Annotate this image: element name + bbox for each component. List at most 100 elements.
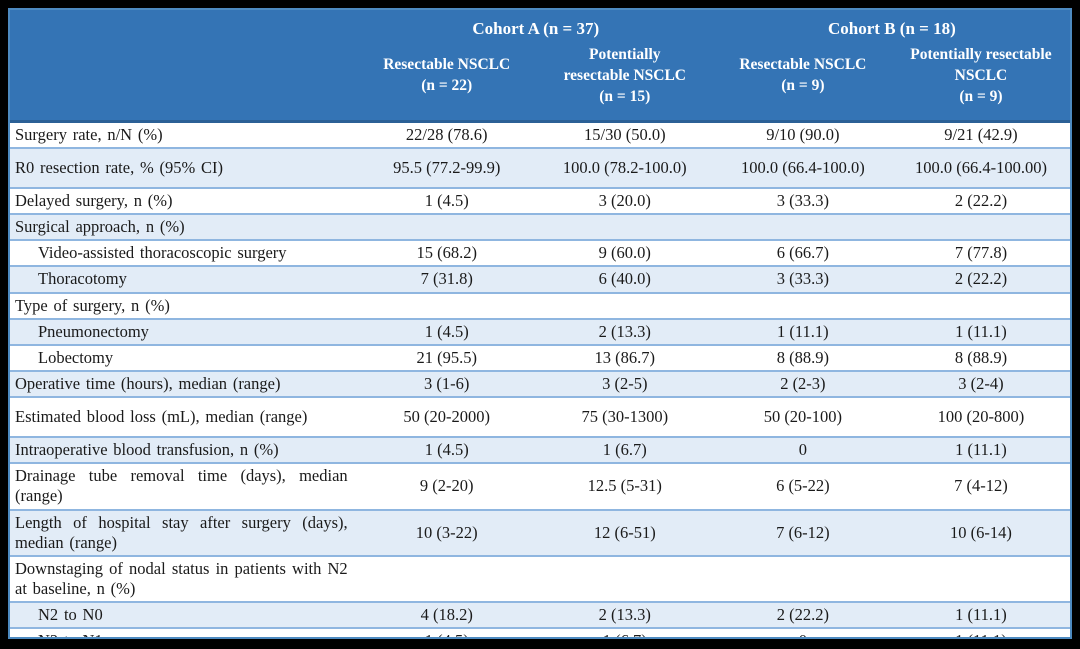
value-cell: 1 (6.7) bbox=[536, 628, 714, 637]
value-cell: 1 (4.5) bbox=[424, 321, 469, 341]
value-cell: 1 (6.7) bbox=[602, 440, 647, 460]
value-cell: 3 (20.0) bbox=[598, 191, 651, 211]
row-label: Thoracotomy bbox=[38, 269, 127, 289]
value-cell: 2 (2-3) bbox=[780, 373, 826, 393]
value-cell bbox=[536, 214, 714, 240]
subcol-header-resectable-a: Resectable NSCLC (n = 22) bbox=[357, 43, 536, 122]
table-row: Surgery rate, n/N (%) 22/28 (78.6) 15/30 (… bbox=[10, 121, 1070, 148]
value-cell: 6 (5-22) bbox=[776, 476, 830, 496]
value-cell: 7 (4-12) bbox=[954, 476, 1008, 496]
value-cell: 2 (22.2) bbox=[776, 605, 829, 625]
row-label: N2 to N1 bbox=[10, 628, 358, 637]
value-cell: 100 (20-800) bbox=[937, 407, 1025, 427]
value-cell: 2 (22.2) bbox=[954, 191, 1008, 211]
row-label: Surgical approach, n (%) bbox=[15, 217, 185, 237]
value-cell: 1 (11.1) bbox=[777, 321, 829, 341]
section-row: Type of surgery, n (%) bbox=[10, 292, 1070, 319]
empty-corner-cell bbox=[10, 10, 358, 122]
row-label: R0 resection rate, % (95% CI) bbox=[15, 157, 224, 177]
value-cell: 8 (88.9) bbox=[954, 347, 1008, 367]
value-cell: 1 (4.5) bbox=[358, 628, 536, 637]
table-row: Length of hospital stay after surgery (d… bbox=[10, 509, 1070, 556]
table-row: Intraoperative blood transfusion, n (%) 1… bbox=[10, 437, 1070, 464]
row-label: Delayed surgery, n (%) bbox=[15, 191, 173, 211]
value-cell bbox=[714, 293, 892, 319]
section-row: Surgical approach, n (%) bbox=[10, 214, 1070, 241]
value-cell: 7 (6-12) bbox=[776, 522, 830, 542]
value-cell bbox=[892, 293, 1070, 319]
value-cell: 100.0 (66.4-100.00) bbox=[914, 157, 1047, 177]
row-label: Estimated blood loss (mL), median (range… bbox=[15, 407, 308, 427]
row-label: Surgery rate, n/N (%) bbox=[15, 124, 163, 144]
value-cell: 15 (68.2) bbox=[416, 243, 477, 263]
value-cell bbox=[358, 214, 536, 240]
value-cell: 21 (95.5) bbox=[416, 347, 477, 367]
value-cell bbox=[536, 293, 714, 319]
value-cell: 3 (33.3) bbox=[776, 191, 829, 211]
table-row: Drainage tube removal time (days), media… bbox=[10, 463, 1070, 509]
value-cell: 22/28 (78.6) bbox=[405, 124, 488, 144]
value-cell bbox=[714, 214, 892, 240]
value-cell: 1 (4.5) bbox=[424, 440, 469, 460]
value-cell bbox=[536, 556, 714, 602]
value-cell: 6 (66.7) bbox=[776, 243, 829, 263]
value-cell: 50 (20-100) bbox=[763, 407, 843, 427]
value-cell: 12 (6-51) bbox=[593, 522, 656, 542]
value-cell: 50 (20-2000) bbox=[403, 407, 491, 427]
cohort-header-row: Cohort A (n = 37) Cohort B (n = 18) bbox=[10, 10, 1070, 122]
cohort-a-header: Cohort A (n = 37) bbox=[357, 10, 714, 43]
value-cell bbox=[714, 556, 892, 602]
value-cell: 9 (2-20) bbox=[419, 476, 474, 496]
value-cell: 0 bbox=[798, 440, 807, 460]
table-header: Cohort A (n = 37) Cohort B (n = 18) Rese… bbox=[10, 10, 1070, 122]
value-cell bbox=[892, 214, 1070, 240]
row-label: Type of surgery, n (%) bbox=[15, 295, 170, 315]
table-row: Thoracotomy 7 (31.8) 6 (40.0) 3 (33.3) 2 (22… bbox=[10, 266, 1070, 293]
value-cell: 1 (11.1) bbox=[955, 605, 1007, 625]
table-row: R0 resection rate, % (95% CI) 95.5 (77.2-… bbox=[10, 147, 1070, 189]
table-row: Lobectomy 21 (95.5) 13 (86.7) 8 (88.9) 8 (88… bbox=[10, 344, 1070, 371]
value-cell: 1 (11.1) bbox=[892, 628, 1070, 637]
surgery-outcomes-table: Cohort A (n = 37) Cohort B (n = 18) Rese… bbox=[10, 10, 1070, 637]
value-cell: 12.5 (5-31) bbox=[587, 476, 662, 496]
row-label: N2 to N0 bbox=[38, 605, 103, 625]
subcol-header-resectable-b: Resectable NSCLC (n = 9) bbox=[713, 43, 892, 122]
subgroup-header-row: Resectable NSCLC (n = 22) Potentially re… bbox=[10, 43, 1070, 122]
value-cell: 3 (2-4) bbox=[958, 373, 1004, 393]
value-cell: 8 (88.9) bbox=[776, 347, 829, 367]
table-row: Delayed surgery, n (%) 1 (4.5) 3 (20.0) 3 (… bbox=[10, 188, 1070, 214]
value-cell bbox=[358, 293, 536, 319]
value-cell: 9/21 (42.9) bbox=[944, 124, 1018, 144]
table-body: Surgery rate, n/N (%) 22/28 (78.6) 15/30 (… bbox=[10, 121, 1070, 637]
value-cell: 3 (1-6) bbox=[424, 373, 470, 393]
cohort-b-header: Cohort B (n = 18) bbox=[713, 10, 1070, 43]
value-cell: 9 (60.0) bbox=[598, 243, 651, 263]
value-cell bbox=[892, 556, 1070, 602]
value-cell: 95.5 (77.2-99.9) bbox=[393, 157, 501, 177]
value-cell: 100.0 (66.4-100.0) bbox=[741, 157, 865, 177]
row-label: Operative time (hours), median (range) bbox=[15, 373, 281, 393]
table-row: N2 to N0 4 (18.2) 2 (13.3) 2 (22.2) 1 (11.1) bbox=[10, 602, 1070, 629]
subcol-header-potentially-resectable-a: Potentially resectable NSCLC (n = 15) bbox=[535, 43, 714, 122]
value-cell: 15/30 (50.0) bbox=[584, 124, 666, 144]
row-label: Intraoperative blood transfusion, n (%) bbox=[15, 440, 279, 460]
value-cell: 1 (11.1) bbox=[955, 440, 1007, 460]
surgery-outcomes-table-frame: Cohort A (n = 37) Cohort B (n = 18) Rese… bbox=[8, 8, 1072, 639]
row-label: Length of hospital stay after surgery (d… bbox=[15, 512, 348, 552]
value-cell: 75 (30-1300) bbox=[581, 407, 669, 427]
table-row: Operative time (hours), median (range) 3 … bbox=[10, 370, 1070, 398]
value-cell: 10 (3-22) bbox=[415, 522, 478, 542]
subcol-header-potentially-resectable-b: Potentially resectable NSCLC (n = 9) bbox=[891, 43, 1070, 122]
value-cell: 2 (13.3) bbox=[598, 605, 651, 625]
row-label: Video-assisted thoracoscopic surgery bbox=[38, 243, 287, 263]
value-cell bbox=[358, 556, 536, 602]
value-cell: 100.0 (78.2-100.0) bbox=[562, 157, 687, 177]
value-cell: 3 (2-5) bbox=[602, 373, 648, 393]
value-cell: 2 (13.3) bbox=[598, 321, 651, 341]
table-row: N2 to N11 (4.5)1 (6.7)01 (11.1) bbox=[10, 628, 1070, 637]
value-cell: 7 (31.8) bbox=[420, 269, 473, 289]
row-label: Drainage tube removal time (days), media… bbox=[15, 466, 348, 506]
table-row: Pneumonectomy 1 (4.5) 2 (13.3) 1 (11.1) 1 (1… bbox=[10, 318, 1070, 345]
value-cell: 6 (40.0) bbox=[598, 269, 651, 289]
value-cell: 7 (77.8) bbox=[954, 243, 1008, 263]
